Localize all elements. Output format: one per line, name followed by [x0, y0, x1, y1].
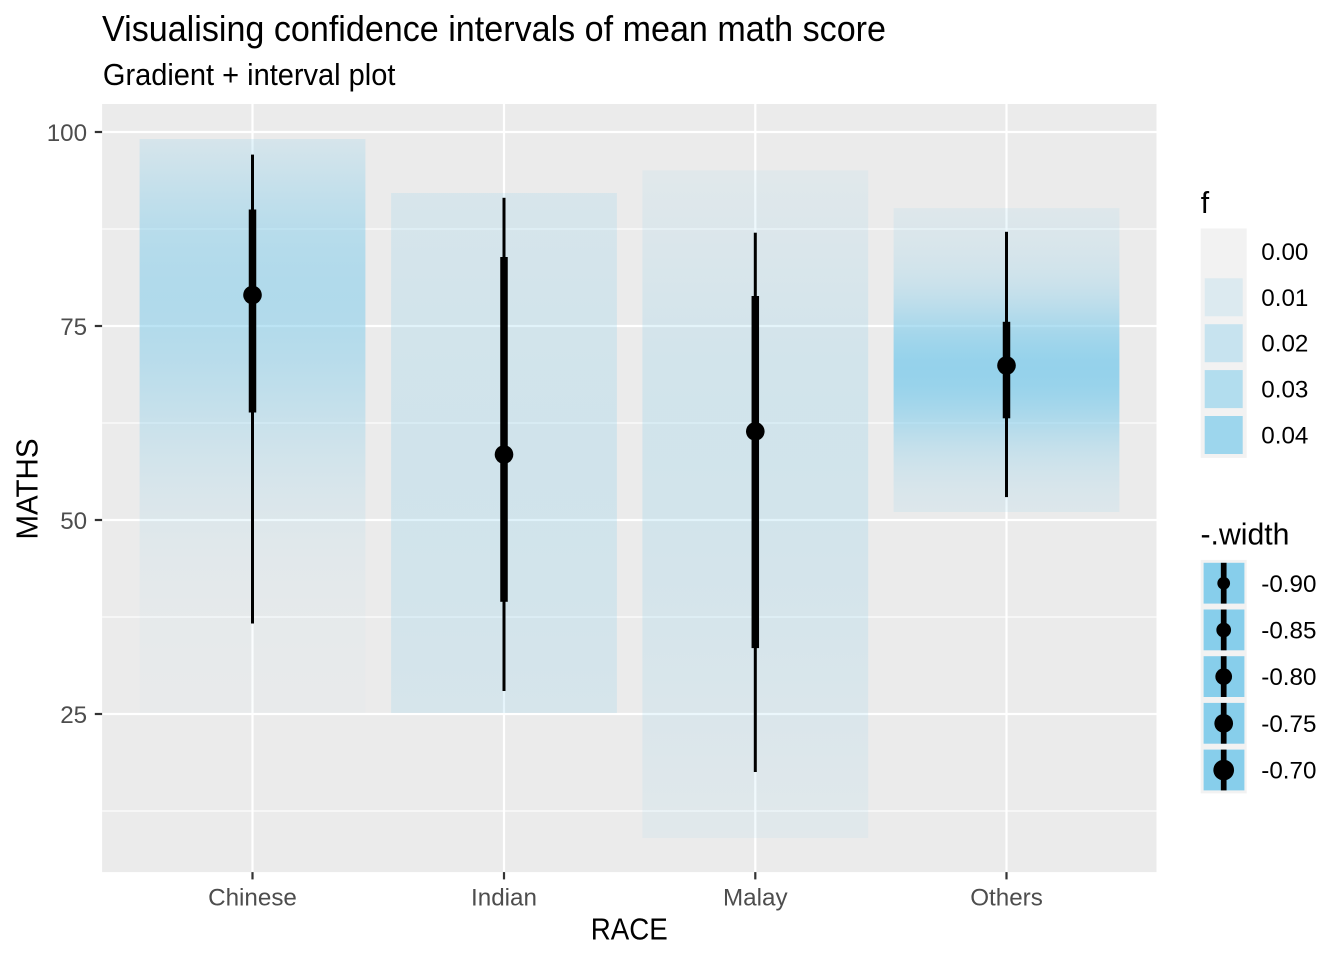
svg-text:Gradient + interval plot: Gradient + interval plot: [103, 59, 396, 92]
svg-text:0.00: 0.00: [1261, 239, 1308, 266]
svg-text:Others: Others: [970, 885, 1043, 912]
svg-text:-0.85: -0.85: [1261, 618, 1316, 645]
svg-text:-0.80: -0.80: [1261, 664, 1316, 691]
svg-text:f: f: [1201, 187, 1210, 220]
svg-text:50: 50: [60, 508, 87, 535]
svg-text:-0.70: -0.70: [1261, 758, 1316, 785]
svg-text:-.width: -.width: [1201, 518, 1290, 551]
svg-text:Chinese: Chinese: [208, 885, 297, 912]
svg-text:Malay: Malay: [723, 885, 788, 912]
svg-text:0.01: 0.01: [1261, 285, 1308, 312]
svg-text:MATHS: MATHS: [11, 439, 44, 540]
svg-text:Indian: Indian: [471, 885, 537, 912]
svg-text:-0.75: -0.75: [1261, 711, 1316, 738]
svg-text:0.02: 0.02: [1261, 331, 1308, 358]
svg-text:100: 100: [47, 120, 87, 147]
svg-text:25: 25: [60, 702, 87, 729]
svg-text:0.04: 0.04: [1261, 423, 1308, 450]
svg-text:-0.90: -0.90: [1261, 571, 1316, 598]
svg-text:Visualising confidence interva: Visualising confidence intervals of mean…: [102, 8, 886, 49]
svg-text:RACE: RACE: [591, 914, 668, 947]
svg-text:75: 75: [60, 314, 87, 341]
svg-text:0.03: 0.03: [1261, 377, 1308, 404]
